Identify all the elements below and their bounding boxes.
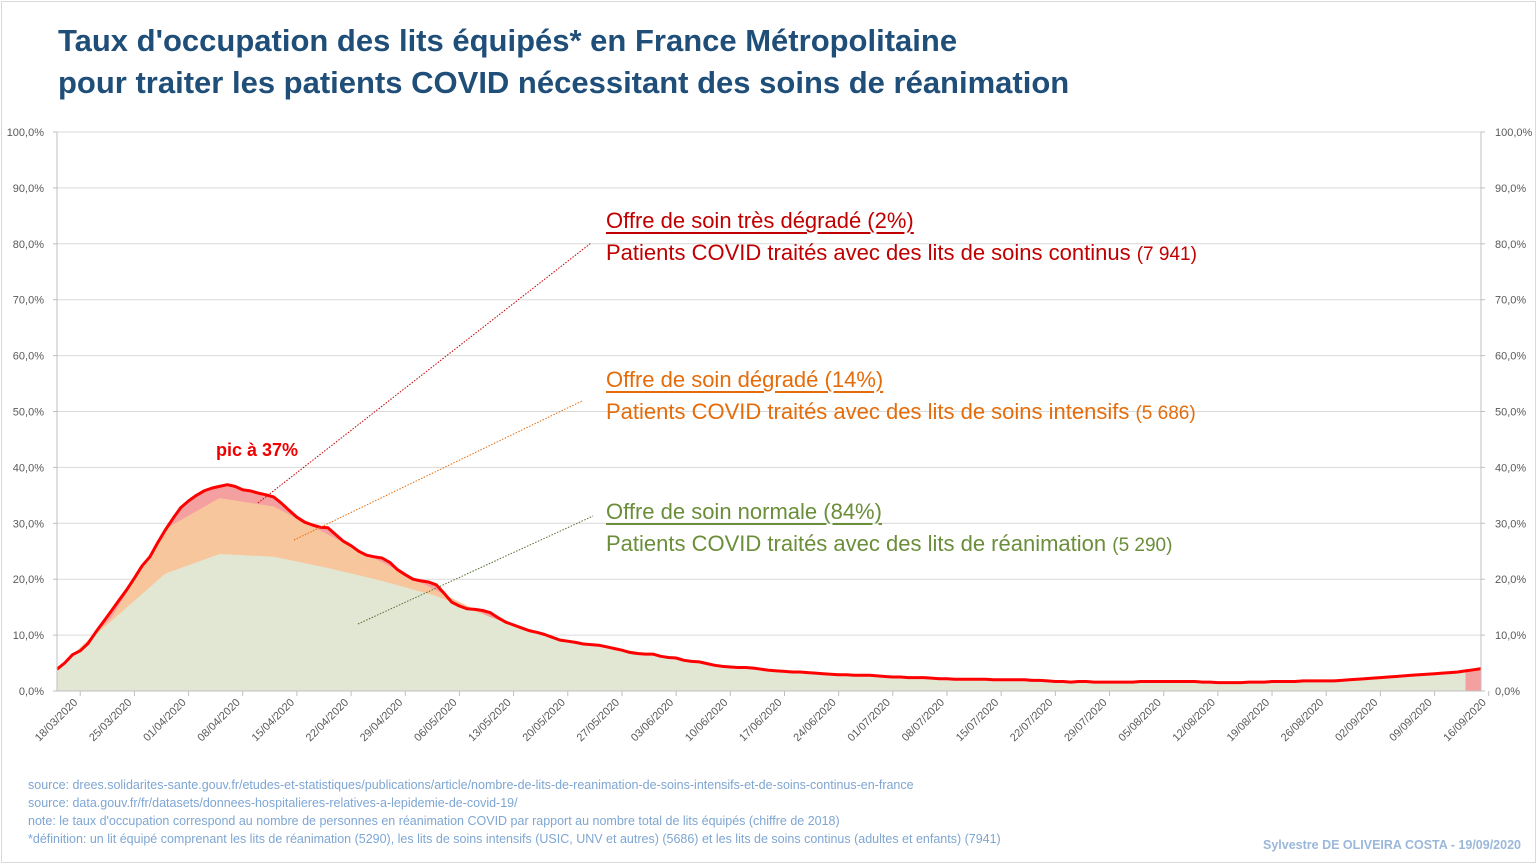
footer-source-1: source: drees.solidarites-sante.gouv.fr/… [28,778,914,792]
y-tick-label-left: 50,0% [13,407,44,419]
x-tick-label: 15/04/2020 [250,697,297,744]
x-tick-label: 22/04/2020 [304,697,351,744]
x-tick-label: 01/04/2020 [141,697,188,744]
y-tick-label-right: 10,0% [1495,630,1526,642]
x-tick-label: 17/06/2020 [737,697,784,744]
y-tick-label-right: 80,0% [1495,239,1526,251]
annotation-normale: Offre de soin normale (84%) Patients COV… [606,499,1172,557]
area-layers [56,483,1482,691]
annotation-normale-text: Patients COVID traités avec des lits de … [606,531,1107,556]
total-occupancy-line [56,483,1482,685]
x-tick-label: 08/07/2020 [900,697,947,744]
x-tick-label: 29/04/2020 [358,697,405,744]
x-tick-label: 01/07/2020 [846,697,893,744]
y-tick-label-left: 60,0% [13,351,44,363]
y-tick-label-left: 100,0% [7,127,45,139]
y-tick-label-right: 50,0% [1495,407,1526,419]
x-tick-label: 09/09/2020 [1387,697,1434,744]
peak-label: pic à 37% [216,440,299,460]
x-tick-label: 12/08/2020 [1171,697,1218,744]
leader-lines [257,242,594,625]
annotation-degrade-sub: Patients COVID traités avec des lits de … [606,399,1196,425]
y-tick-label-left: 0,0% [19,686,44,698]
y-tick-label-right: 100,0% [1495,127,1533,139]
x-tick-label: 27/05/2020 [575,697,622,744]
footer-definition: *définition: un lit équipé comprenant le… [28,832,1001,846]
area-reanimation [57,554,1466,691]
annotation-tres-degrade-head: Offre de soin très dégradé (2%) [606,208,914,233]
gridlines [57,131,1481,636]
y-tick-label-right: 90,0% [1495,183,1526,195]
x-tick-label: 08/04/2020 [195,697,242,744]
footer-notes: source: drees.solidarites-sante.gouv.fr/… [28,776,1001,848]
annotation-normale-count: (5 290) [1112,535,1173,556]
x-tick-label: 25/03/2020 [87,697,134,744]
x-tick-label: 02/09/2020 [1333,697,1380,744]
leader-line-degrade [293,400,583,541]
x-tick-label: 20/05/2020 [520,697,567,744]
chart-title: Taux d'occupation des lits équipés* en F… [58,20,1069,104]
x-tick-label: 29/07/2020 [1062,697,1109,744]
x-tick-label: 19/08/2020 [1225,697,1272,744]
chart-title-line-2: pour traiter les patients COVID nécessit… [58,65,1070,100]
x-tick-label: 18/03/2020 [33,697,80,744]
author-credit: Sylvestre DE OLIVEIRA COSTA - 19/09/2020 [1263,838,1521,852]
x-tick-label: 24/06/2020 [791,697,838,744]
annotation-tres-degrade-text: Patients COVID traités avec des lits de … [606,240,1131,265]
x-tick-label: 26/08/2020 [1279,697,1326,744]
y-tick-label-left: 80,0% [13,239,44,251]
y-tick-label-left: 20,0% [13,574,44,586]
leader-line-normale [357,515,594,625]
x-tick-label: 05/08/2020 [1116,697,1163,744]
x-tick-label: 22/07/2020 [1008,697,1055,744]
leader-line-tres-degrade [257,242,592,504]
x-tick-label: 15/07/2020 [954,697,1001,744]
chart-title-line-1: Taux d'occupation des lits équipés* en F… [58,23,958,58]
x-tick-label: 13/05/2020 [466,697,513,744]
annotation-tres-degrade-count: (7 941) [1136,244,1197,265]
footer-note: note: le taux d'occupation correspond au… [28,814,840,828]
annotation-normale-head: Offre de soin normale (84%) [606,499,882,524]
x-tick-label: 16/09/2020 [1441,697,1488,744]
y-tick-label-left: 70,0% [13,295,44,307]
x-tick-label: 06/05/2020 [412,697,459,744]
y-tick-label-right: 40,0% [1495,462,1526,474]
annotation-normale-sub: Patients COVID traités avec des lits de … [606,531,1172,557]
y-tick-label-right: 60,0% [1495,351,1526,363]
y-tick-label-left: 30,0% [13,518,44,530]
annotation-tres-degrade-sub: Patients COVID traités avec des lits de … [606,240,1197,266]
annotation-degrade-text: Patients COVID traités avec des lits de … [606,399,1130,424]
y-tick-label-right: 70,0% [1495,295,1526,307]
x-tick-label: 03/06/2020 [629,697,676,744]
annotation-tres-degrade: Offre de soin très dégradé (2%) Patients… [606,208,1197,266]
y-tick-label-right: 0,0% [1495,686,1520,698]
y-tick-label-right: 20,0% [1495,574,1526,586]
annotation-degrade-count: (5 686) [1135,403,1196,424]
y-tick-label-left: 10,0% [13,630,44,642]
x-tick-label: 10/06/2020 [683,697,730,744]
footer-source-2: source: data.gouv.fr/fr/datasets/donnees… [28,796,518,810]
y-tick-label-left: 40,0% [13,462,44,474]
annotation-degrade: Offre de soin dégradé (14%) Patients COV… [606,367,1196,425]
annotation-degrade-head: Offre de soin dégradé (14%) [606,367,884,392]
y-tick-label-right: 30,0% [1495,518,1526,530]
y-tick-label-left: 90,0% [13,183,44,195]
